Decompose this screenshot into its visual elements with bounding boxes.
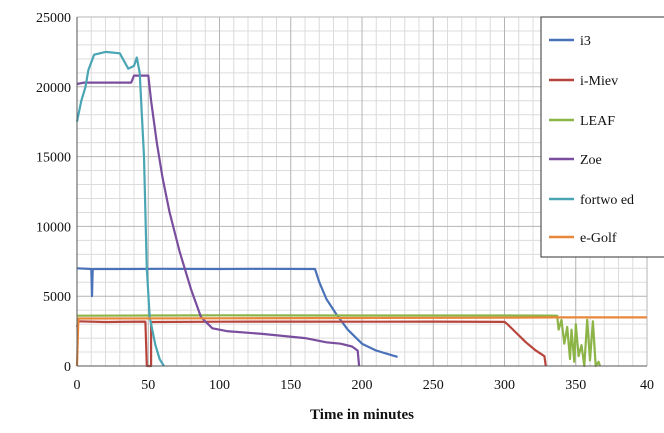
y-tick-label: 20000: [36, 81, 71, 96]
series-line-i-miev: [75, 320, 547, 368]
x-tick-label: 100: [209, 378, 230, 393]
y-tick-label: 10000: [36, 220, 71, 235]
y-tick-label: 15000: [36, 151, 71, 166]
legend-label: fortwo ed: [580, 193, 634, 208]
x-axis-tick-labels: 0 50 100 150 200 250 300 350 40: [74, 378, 655, 393]
legend-label: LEAF: [580, 114, 615, 129]
x-tick-label: 200: [352, 378, 373, 393]
x-tick-label: 300: [494, 378, 515, 393]
y-tick-label: 0: [64, 360, 71, 375]
x-tick-label: 50: [141, 378, 155, 393]
axes: [76, 17, 647, 367]
series-line-leaf: [76, 314, 602, 368]
series-line-fortwo-ed: [75, 50, 165, 367]
series-line-i3: [76, 267, 398, 358]
legend-box: [540, 16, 664, 258]
y-axis-tick-labels: 0 5000 10000 15000 20000 25000: [36, 11, 71, 375]
x-tick-label: 40: [640, 378, 654, 393]
series-lines: [75, 50, 647, 368]
legend-label: e-Golf: [580, 231, 617, 246]
x-tick-label: 350: [565, 378, 586, 393]
series-line-e-golf: [75, 316, 647, 367]
x-tick-label: 0: [74, 378, 81, 393]
x-axis-label: Time in minutes: [310, 407, 414, 423]
x-tick-label: 250: [423, 378, 444, 393]
y-tick-label: 5000: [43, 290, 71, 305]
series-line-zoe: [76, 74, 361, 367]
x-tick-label: 150: [280, 378, 301, 393]
legend: i3 i-Miev LEAF Zoe fortwo ed e-Golf: [540, 16, 664, 258]
legend-label: i-Miev: [580, 74, 618, 89]
legend-label: Zoe: [580, 153, 602, 168]
y-tick-label: 25000: [36, 11, 71, 26]
legend-label: i3: [580, 34, 591, 49]
